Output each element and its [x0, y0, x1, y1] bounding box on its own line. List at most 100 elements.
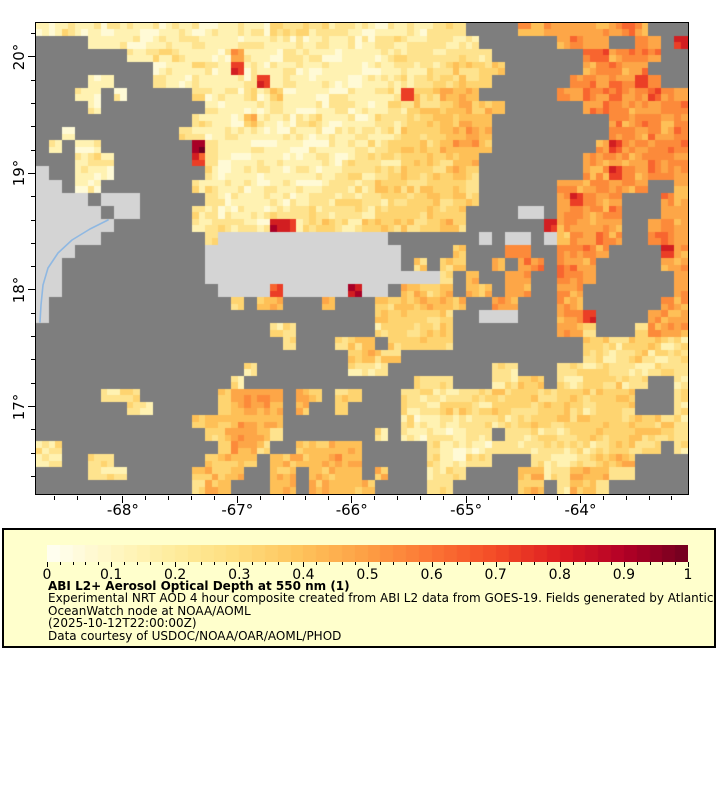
x-axis-tick-label: -66° — [335, 501, 368, 519]
colorbar-tick-label: 0.4 — [292, 567, 315, 583]
colorbar-minor-tick — [393, 562, 395, 565]
x-axis-tick-label: -68° — [106, 501, 139, 519]
colorbar-minor-tick — [457, 562, 459, 565]
x-axis-tick-label: -64° — [564, 501, 597, 519]
x-axis-minor-tick — [374, 496, 376, 500]
colorbar-tick — [559, 562, 561, 567]
colorbar-tick-label: 0.8 — [548, 567, 571, 583]
x-axis-minor-tick — [259, 496, 261, 500]
y-axis-minor-tick — [31, 32, 35, 34]
y-axis-minor-tick — [31, 336, 35, 338]
colorbar-minor-tick — [380, 562, 382, 565]
colorbar-minor-tick — [329, 562, 331, 565]
legend-credit: Data courtesy of USDOC/NOAA/OAR/AOML/PHO… — [48, 628, 342, 643]
x-axis-minor-tick — [488, 496, 490, 500]
y-axis-minor-tick — [31, 312, 35, 314]
x-axis-minor-tick — [625, 496, 627, 500]
x-axis-tick — [122, 496, 124, 503]
y-axis-minor-tick — [31, 79, 35, 81]
colorbar-minor-tick — [136, 562, 138, 565]
y-axis-minor-tick — [31, 452, 35, 454]
x-axis-minor-tick — [191, 496, 193, 500]
colorbar-minor-tick — [611, 562, 613, 565]
y-axis-minor-tick — [31, 382, 35, 384]
x-axis-minor-tick — [511, 496, 513, 500]
colorbar-minor-tick — [508, 562, 510, 565]
y-axis-minor-tick — [31, 429, 35, 431]
colorbar-minor-tick — [470, 562, 472, 565]
x-axis-minor-tick — [282, 496, 284, 500]
x-axis-minor-tick — [99, 496, 101, 500]
colorbar-minor-tick — [662, 562, 664, 565]
colorbar-minor-tick — [546, 562, 548, 565]
colorbar-minor-tick — [72, 562, 74, 565]
x-axis-minor-tick — [305, 496, 307, 500]
colorbar-minor-tick — [149, 562, 151, 565]
legend-timestamp: (2025-10-12T22:00:00Z) — [48, 616, 197, 631]
colorbar-tick — [367, 562, 369, 567]
colorbar-tick-label: 0 — [42, 567, 52, 583]
colorbar-minor-tick — [200, 562, 202, 565]
legend-text-block: ABI L2+ Aerosol Optical Depth at 550 nm … — [48, 580, 713, 642]
colorbar-tick-label: 0.9 — [612, 567, 636, 583]
y-axis-tick — [28, 289, 35, 291]
x-axis-minor-tick — [648, 496, 650, 500]
colorbar-minor-tick — [521, 562, 523, 565]
colorbar-tick — [47, 562, 48, 567]
x-axis-tick-label: -67° — [221, 501, 254, 519]
map-plot — [35, 22, 689, 495]
x-axis-minor-tick — [145, 496, 147, 500]
colorbar-minor-tick — [277, 562, 279, 565]
y-axis-minor-tick — [31, 266, 35, 268]
colorbar-minor-tick — [675, 562, 677, 565]
x-axis-minor-tick — [602, 496, 604, 500]
colorbar-tick-label: 0.7 — [484, 567, 507, 583]
x-axis-minor-tick — [419, 496, 421, 500]
colorbar-tick-label: 0.5 — [356, 567, 379, 583]
colorbar-tick — [431, 562, 433, 567]
colorbar-tick-label: 0.1 — [99, 567, 123, 583]
aod-raster-canvas — [36, 23, 688, 494]
colorbar-tick-label: 0.6 — [420, 567, 443, 583]
colorbar — [47, 545, 688, 562]
colorbar-tick — [175, 562, 177, 567]
colorbar-minor-tick — [252, 562, 254, 565]
colorbar-minor-tick — [123, 562, 125, 565]
x-axis-minor-tick — [213, 496, 215, 500]
x-axis-minor-tick — [671, 496, 673, 500]
colorbar-minor-tick — [534, 562, 536, 565]
colorbar-minor-tick — [264, 562, 266, 565]
colorbar-minor-tick — [636, 562, 638, 565]
x-axis-minor-tick — [328, 496, 330, 500]
colorbar-minor-tick — [316, 562, 318, 565]
colorbar-tick-label: 1 — [683, 567, 693, 583]
y-axis-tick-label: 18° — [10, 276, 28, 304]
colorbar-minor-tick — [98, 562, 100, 565]
colorbar-tick-label: 0.2 — [164, 567, 187, 583]
colorbar-minor-tick — [585, 562, 587, 565]
colorbar-minor-tick — [162, 562, 164, 565]
y-axis-tick-label: 17° — [10, 393, 28, 420]
colorbar-tick-label: 0.3 — [228, 567, 251, 583]
y-axis-tick — [28, 56, 35, 58]
colorbar-minor-tick — [405, 562, 407, 565]
x-axis-tick — [236, 496, 238, 503]
colorbar-tick — [688, 562, 689, 567]
y-axis-tick — [28, 172, 35, 174]
colorbar-minor-tick — [572, 562, 574, 565]
x-axis-minor-tick — [76, 496, 78, 500]
legend-title: ABI L2+ Aerosol Optical Depth at 550 nm … — [48, 579, 350, 593]
colorbar-tick — [495, 562, 497, 567]
colorbar-minor-tick — [418, 562, 420, 565]
colorbar-tick — [623, 562, 625, 567]
colorbar-tick — [303, 562, 305, 567]
y-axis-minor-tick — [31, 359, 35, 361]
colorbar-tick — [111, 562, 113, 567]
x-axis-minor-tick — [396, 496, 398, 500]
x-axis-minor-tick — [442, 496, 444, 500]
y-axis-minor-tick — [31, 219, 35, 221]
colorbar-minor-tick — [341, 562, 343, 565]
colorbar-minor-tick — [444, 562, 446, 565]
x-axis-tick — [579, 496, 581, 503]
